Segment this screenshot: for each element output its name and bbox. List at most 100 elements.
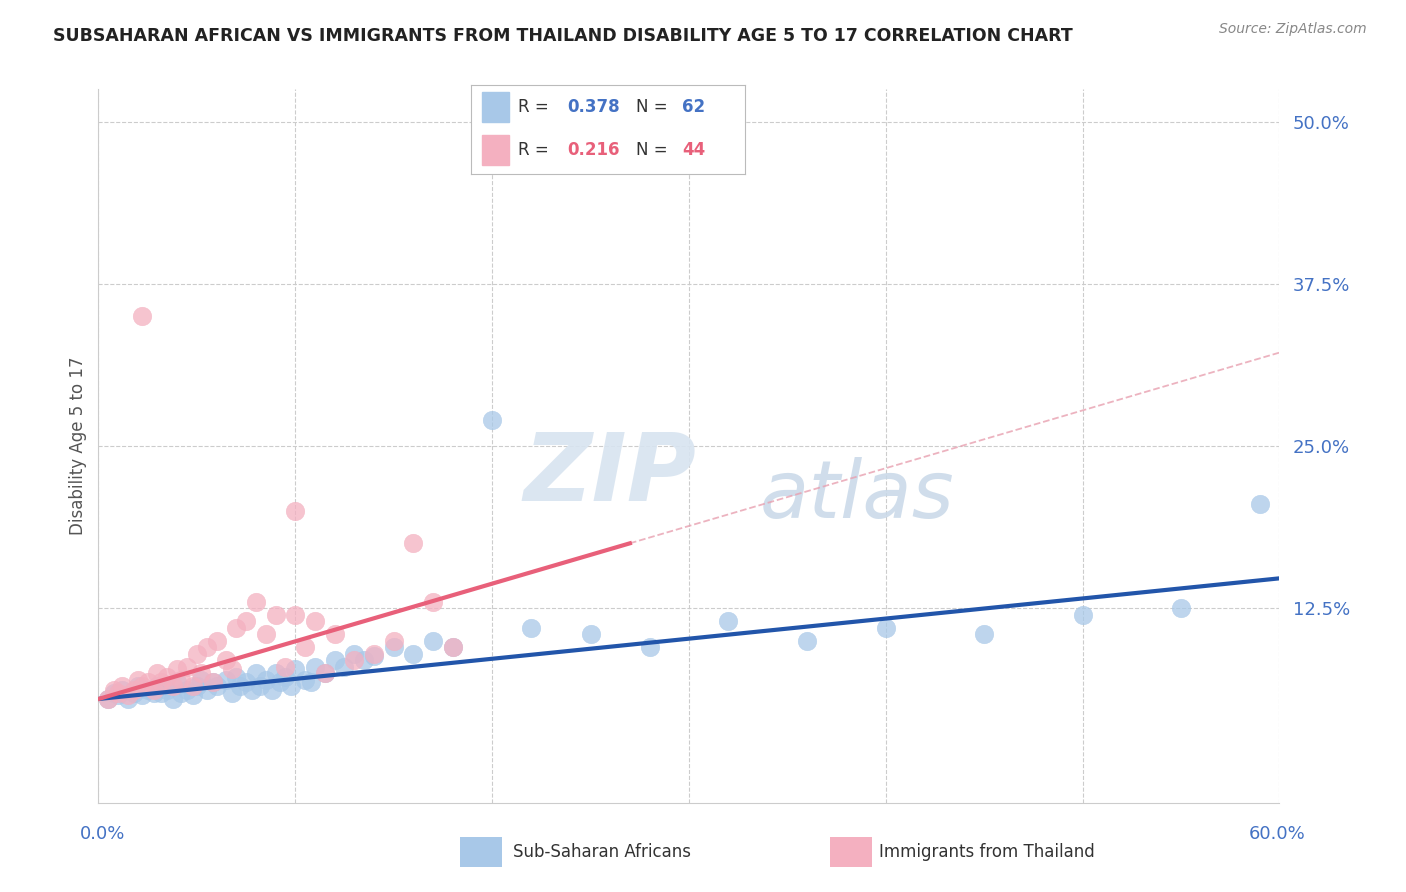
Point xyxy=(136,675,159,690)
Point xyxy=(156,670,179,684)
Point xyxy=(136,682,159,697)
Point xyxy=(441,640,464,654)
Point xyxy=(166,675,188,690)
Text: ZIP: ZIP xyxy=(523,428,696,521)
Bar xyxy=(482,135,509,165)
Point xyxy=(382,633,405,648)
Point xyxy=(221,662,243,676)
Point xyxy=(176,682,198,697)
Point xyxy=(190,666,212,681)
Point xyxy=(103,682,125,697)
Point xyxy=(422,633,444,648)
Text: N =: N = xyxy=(636,141,666,159)
Point xyxy=(229,679,252,693)
Point xyxy=(131,679,153,693)
Point xyxy=(166,662,188,676)
Point xyxy=(304,659,326,673)
Text: 62: 62 xyxy=(682,98,706,116)
Point xyxy=(274,659,297,673)
Point xyxy=(162,679,184,693)
Point xyxy=(142,685,165,699)
Point xyxy=(638,640,661,654)
Point xyxy=(146,679,169,693)
Point xyxy=(107,685,129,699)
Point xyxy=(254,673,277,687)
Point xyxy=(150,685,173,699)
Point xyxy=(170,673,193,687)
Point xyxy=(520,621,543,635)
Point xyxy=(215,653,238,667)
Point xyxy=(235,614,257,628)
Point xyxy=(97,692,120,706)
Point xyxy=(240,682,263,697)
Text: 44: 44 xyxy=(682,141,706,159)
Point xyxy=(156,682,179,697)
Point xyxy=(402,536,425,550)
Text: SUBSAHARAN AFRICAN VS IMMIGRANTS FROM THAILAND DISABILITY AGE 5 TO 17 CORRELATIO: SUBSAHARAN AFRICAN VS IMMIGRANTS FROM TH… xyxy=(53,27,1073,45)
Text: R =: R = xyxy=(517,141,548,159)
Point xyxy=(127,679,149,693)
Point xyxy=(363,647,385,661)
Text: N =: N = xyxy=(636,98,666,116)
Point xyxy=(294,640,316,654)
Text: 0.216: 0.216 xyxy=(567,141,620,159)
Point xyxy=(280,679,302,693)
Point xyxy=(274,670,297,684)
Point xyxy=(127,673,149,687)
Point xyxy=(146,666,169,681)
Point xyxy=(323,653,346,667)
Point xyxy=(1170,601,1192,615)
Text: atlas: atlas xyxy=(759,457,955,535)
Point xyxy=(304,614,326,628)
Point xyxy=(284,662,307,676)
Point xyxy=(205,679,228,693)
Point xyxy=(131,310,153,324)
Point xyxy=(215,673,238,687)
Point xyxy=(186,647,208,661)
Point xyxy=(314,666,336,681)
Point xyxy=(205,633,228,648)
Point xyxy=(107,688,129,702)
Point xyxy=(323,627,346,641)
Text: 0.0%: 0.0% xyxy=(80,825,125,843)
Point xyxy=(225,670,247,684)
Point xyxy=(186,679,208,693)
Point xyxy=(111,679,134,693)
Point xyxy=(245,595,267,609)
Point xyxy=(441,640,464,654)
Bar xyxy=(482,92,509,122)
Point xyxy=(117,692,139,706)
Point xyxy=(402,647,425,661)
Point xyxy=(254,627,277,641)
Point xyxy=(353,653,375,667)
Point xyxy=(875,621,897,635)
Point xyxy=(284,607,307,622)
Point xyxy=(201,675,224,690)
Point xyxy=(294,673,316,687)
Text: Immigrants from Thailand: Immigrants from Thailand xyxy=(879,843,1094,861)
Point xyxy=(1071,607,1094,622)
Point xyxy=(269,675,291,690)
Point xyxy=(162,692,184,706)
Point xyxy=(122,682,145,697)
Point xyxy=(314,666,336,681)
Point xyxy=(481,413,503,427)
Text: R =: R = xyxy=(517,98,548,116)
Point xyxy=(264,607,287,622)
Point xyxy=(225,621,247,635)
Point xyxy=(717,614,740,628)
Text: Sub-Saharan Africans: Sub-Saharan Africans xyxy=(513,843,692,861)
Text: 0.378: 0.378 xyxy=(567,98,620,116)
Point xyxy=(117,688,139,702)
Point xyxy=(190,673,212,687)
Point xyxy=(260,682,283,697)
Point xyxy=(195,682,218,697)
Point xyxy=(1249,497,1271,511)
Point xyxy=(284,504,307,518)
Point xyxy=(363,649,385,664)
Point xyxy=(142,682,165,697)
Point xyxy=(111,682,134,697)
Point xyxy=(264,666,287,681)
Point xyxy=(343,653,366,667)
Point xyxy=(181,688,204,702)
